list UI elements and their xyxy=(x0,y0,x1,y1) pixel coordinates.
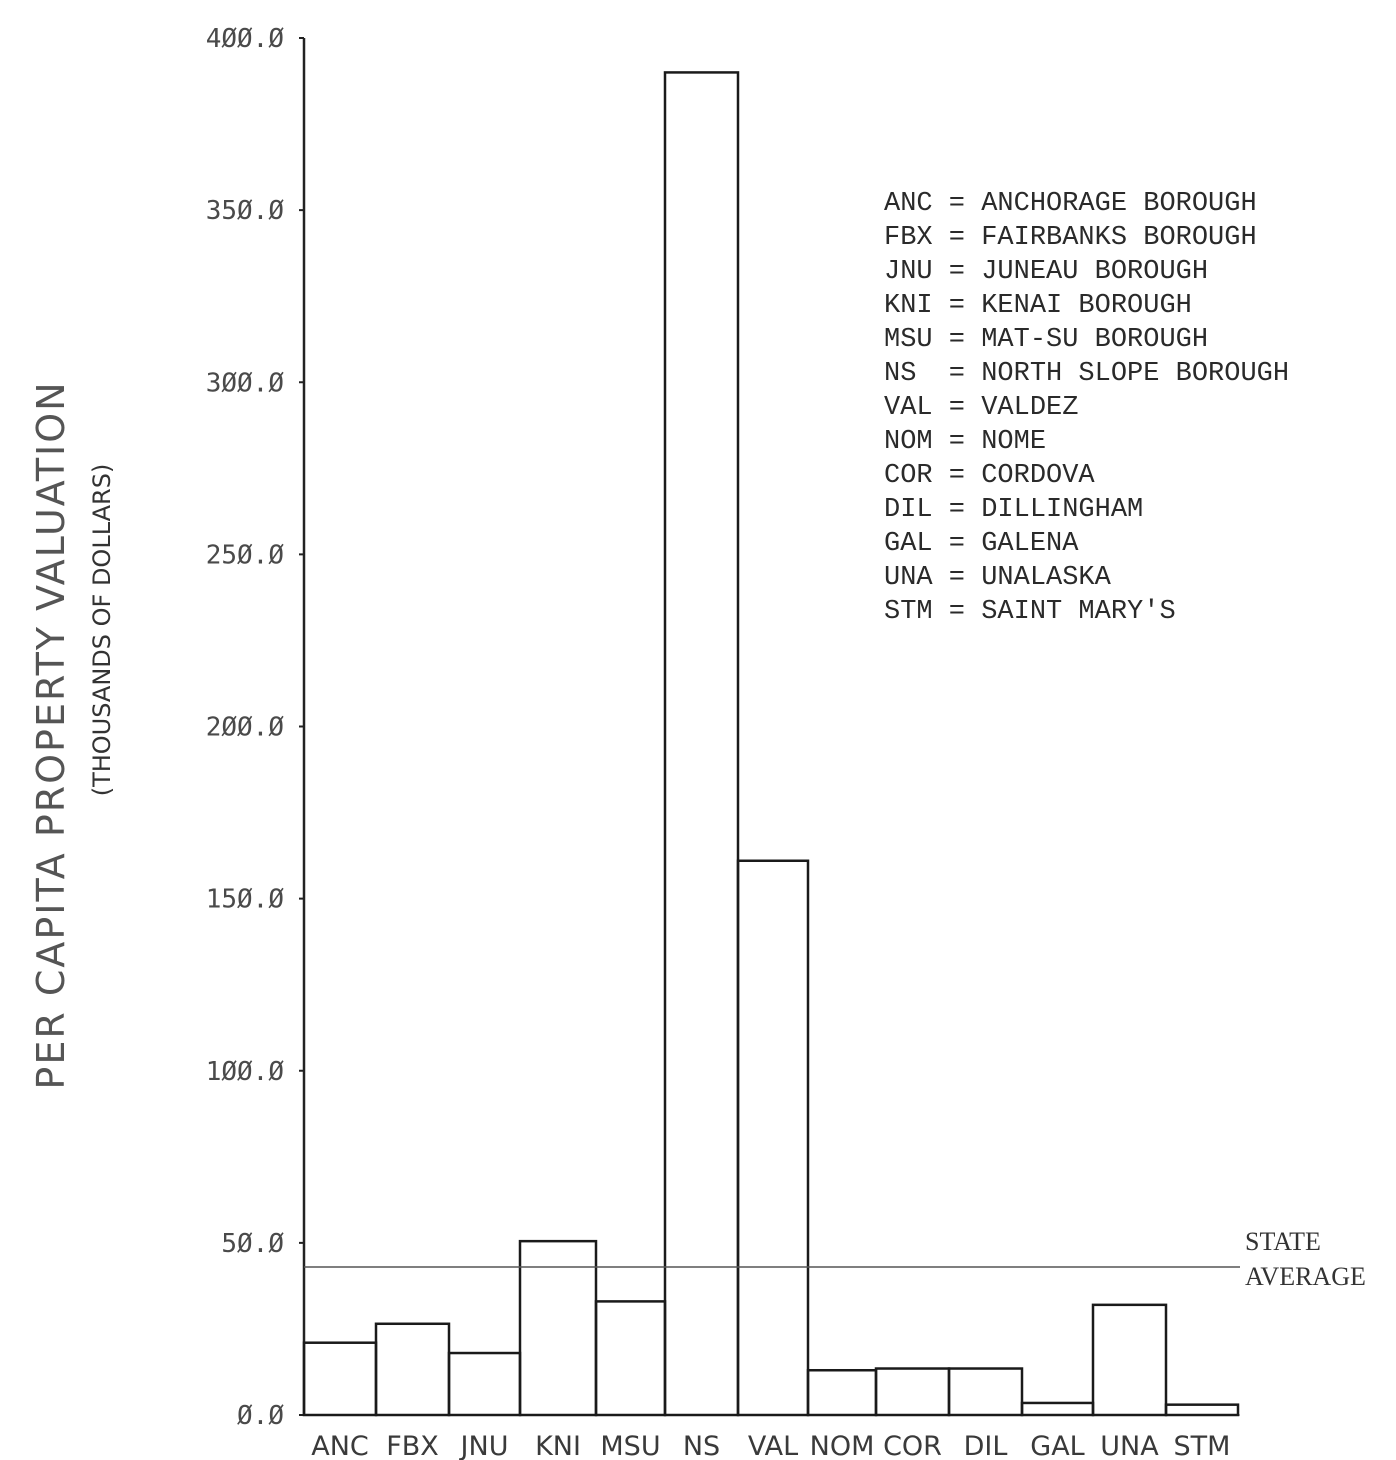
bar-nom xyxy=(806,1368,878,1417)
bar-stm xyxy=(1164,1403,1240,1417)
y-axis-title-group: PER CAPITA PROPERTY VALUATION (THOUSANDS… xyxy=(29,380,116,1089)
y-tick-label: 4ØØ.Ø xyxy=(206,24,285,54)
y-axis-title: PER CAPITA PROPERTY VALUATION xyxy=(29,380,73,1089)
x-tick-label: VAL xyxy=(748,1431,798,1460)
legend-entry: COR = CORDOVA xyxy=(884,461,1095,491)
x-tick-label: STM xyxy=(1174,1431,1231,1460)
x-tick-label: COR xyxy=(883,1431,942,1460)
x-tick-label: DIL xyxy=(964,1431,1008,1460)
bar-gal xyxy=(1020,1401,1095,1417)
legend: ANC = ANCHORAGE BOROUGH FBX = FAIRBANKS B… xyxy=(884,189,1289,627)
reference-layer: STATE AVERAGE xyxy=(304,1227,1366,1291)
legend-entry: NS = NORTH SLOPE BOROUGH xyxy=(884,359,1289,389)
bar-una xyxy=(1091,1303,1168,1417)
bar-dil xyxy=(947,1367,1024,1417)
x-tick-label: NS xyxy=(683,1431,720,1460)
x-tick-label: ANC xyxy=(311,1431,369,1460)
legend-entry: FBX = FAIRBANKS BOROUGH xyxy=(884,223,1257,253)
x-tick-label: FBX xyxy=(386,1431,439,1460)
legend-entry: STM = SAINT MARY'S xyxy=(884,597,1176,627)
bar-msu xyxy=(594,1300,667,1417)
bar-cor xyxy=(874,1367,951,1417)
x-tick-label: JNU xyxy=(459,1431,509,1460)
y-tick-label: Ø.Ø xyxy=(237,1401,284,1431)
bar-jnu xyxy=(447,1351,522,1417)
y-axis-subtitle: (THOUSANDS OF DOLLARS) xyxy=(88,464,116,797)
y-tick-label: 2ØØ.Ø xyxy=(206,713,285,743)
category-labels: ANC FBX JNU KNI MSU NS VAL NOM COR DIL GAL UNA STM xyxy=(311,1431,1230,1460)
y-tick-label: 15Ø.Ø xyxy=(206,885,285,915)
legend-entry: KNI = KENAI BOROUGH xyxy=(884,291,1192,321)
x-tick-label: GAL xyxy=(1030,1431,1084,1460)
bar-val xyxy=(736,859,810,1417)
x-tick-label: KNI xyxy=(535,1431,581,1460)
y-tick-label: 35Ø.Ø xyxy=(206,196,285,226)
bars-layer xyxy=(302,71,1240,1417)
legend-entry: UNA = UNALASKA xyxy=(884,563,1112,593)
bar-anc xyxy=(302,1341,378,1417)
x-tick-label: UNA xyxy=(1100,1431,1159,1460)
x-tick-label: NOM xyxy=(810,1431,875,1460)
y-tick-label: 25Ø.Ø xyxy=(206,540,285,570)
reference-label-line1: STATE xyxy=(1245,1227,1321,1256)
legend-entry: VAL = VALDEZ xyxy=(884,393,1078,423)
x-tick-label: MSU xyxy=(600,1431,660,1460)
axis-layer: Ø.Ø 5Ø.Ø 1ØØ.Ø 15Ø.Ø 2ØØ.Ø 25Ø.Ø 3ØØ.Ø 35Ø.Ø 4ØØ… xyxy=(206,24,1240,1431)
y-tick-label: 5Ø.Ø xyxy=(221,1229,284,1259)
y-tick-label: 3ØØ.Ø xyxy=(206,368,285,398)
legend-entry: ANC = ANCHORAGE BOROUGH xyxy=(884,189,1257,219)
bar-fbx xyxy=(374,1322,451,1417)
legend-entry: GAL = GALENA xyxy=(884,529,1079,559)
y-tick-label: 1ØØ.Ø xyxy=(206,1057,285,1087)
legend-entry: JNU = JUNEAU BOROUGH xyxy=(884,257,1208,287)
legend-entry: MSU = MAT-SU BOROUGH xyxy=(884,325,1208,355)
bar-ns xyxy=(663,71,740,1417)
reference-label-line2: AVERAGE xyxy=(1245,1262,1366,1291)
legend-entry: NOM = NOME xyxy=(884,427,1046,457)
legend-entry: DIL = DILLINGHAM xyxy=(884,495,1143,525)
